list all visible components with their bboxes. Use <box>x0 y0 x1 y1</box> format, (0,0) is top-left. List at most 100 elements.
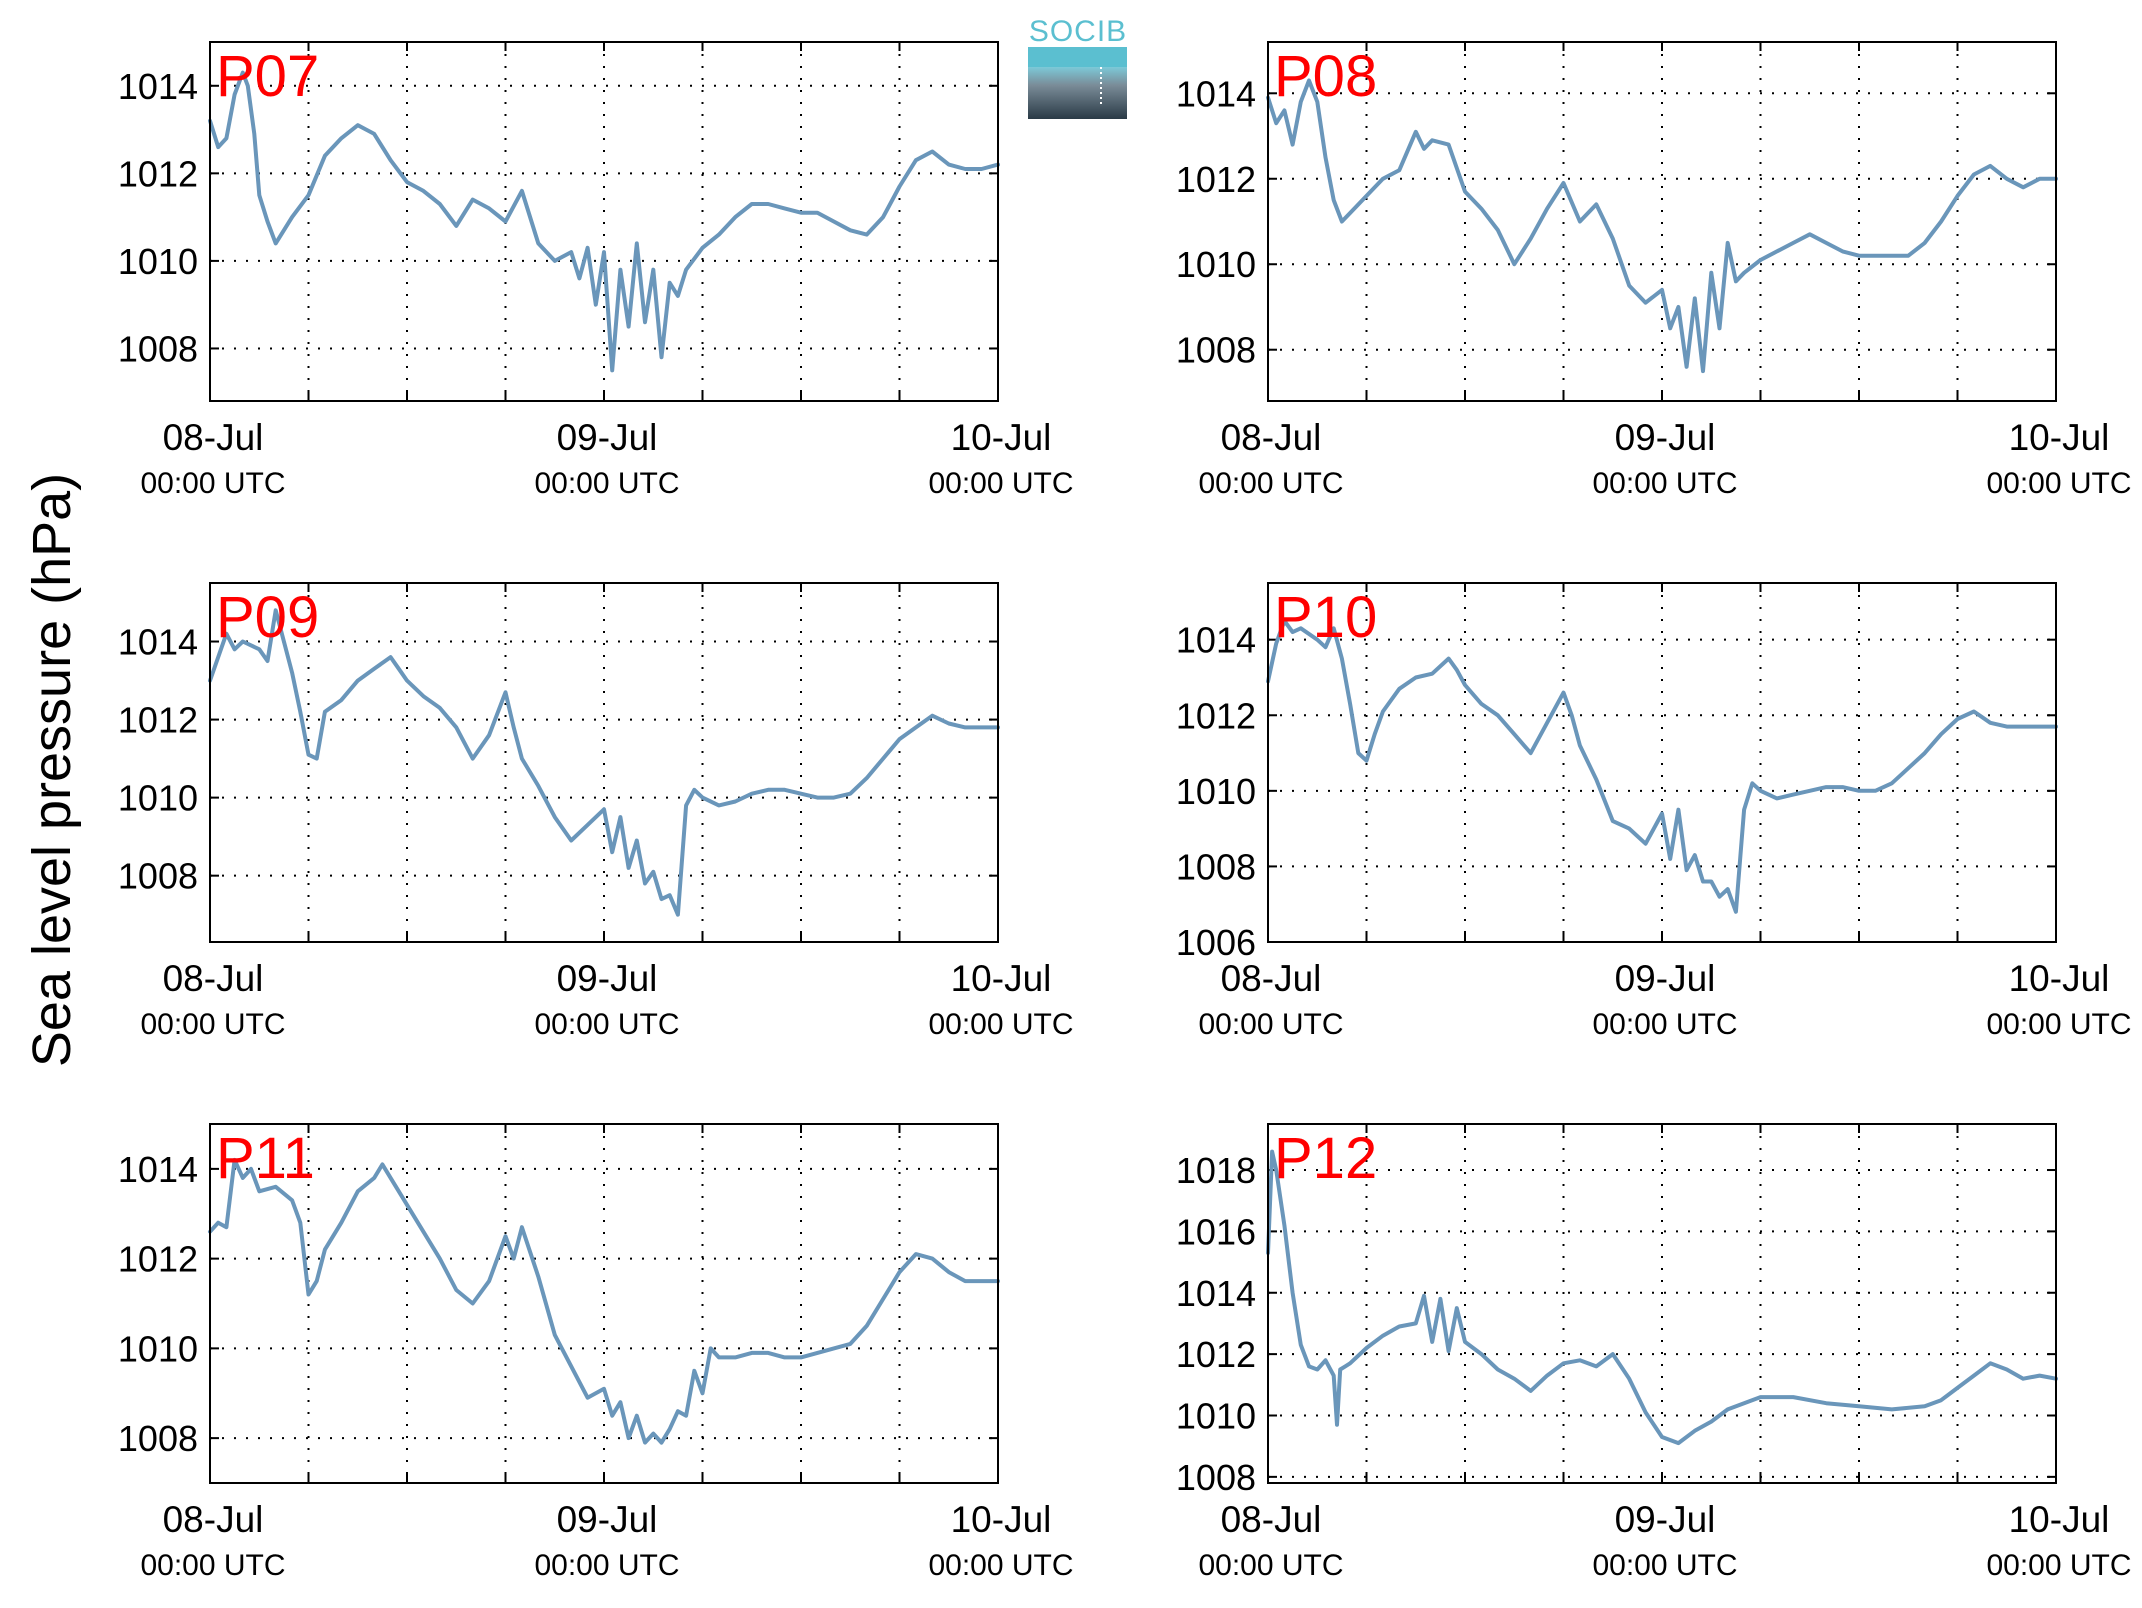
x-tick-time-label: 00:00 UTC <box>928 467 1073 500</box>
y-tick-label: 1014 <box>118 622 198 663</box>
plot-area <box>210 583 998 942</box>
x-tick-time-label: 00:00 UTC <box>140 1549 285 1582</box>
x-tick-time-label: 00:00 UTC <box>928 1549 1073 1582</box>
logo-bar-bottom <box>1028 67 1127 119</box>
x-tick-date-label: 10-Jul <box>951 958 1052 999</box>
x-tick-date-label: 10-Jul <box>951 1499 1052 1540</box>
y-tick-label: 1014 <box>1176 1273 1256 1314</box>
panel-title: P07 <box>216 44 319 109</box>
x-tick-time-label: 00:00 UTC <box>1198 467 1343 500</box>
x-tick-date-label: 10-Jul <box>2009 958 2110 999</box>
axes-frame <box>209 582 999 943</box>
chart-panel-p11: 1008 1010 1012 1014 08-Jul 00:00 UTC 09-Jul 00:… <box>118 1123 1074 1582</box>
series-line <box>208 70 1000 373</box>
y-tick-label: 1012 <box>118 153 198 194</box>
plot-area <box>210 42 998 401</box>
y-tick-label: 1008 <box>1176 1457 1256 1498</box>
axes-frame <box>1267 1123 2057 1484</box>
plot-area <box>210 1124 998 1483</box>
y-tick-label: 1010 <box>118 778 198 819</box>
y-tick-label: 1012 <box>118 1239 198 1280</box>
plot-area <box>1268 583 2056 942</box>
x-tick-date-label: 10-Jul <box>951 417 1052 458</box>
x-tick-date-label: 08-Jul <box>163 417 264 458</box>
chart-panel-p07: 1008 1010 1012 1014 08-Jul 00:00 UTC 09-Jul 00:… <box>118 41 1074 500</box>
x-tick-date-label: 09-Jul <box>557 1499 658 1540</box>
x-tick-time-label: 00:00 UTC <box>534 1549 679 1582</box>
series-line <box>208 1157 1000 1445</box>
x-tick-date-label: 08-Jul <box>163 1499 264 1540</box>
y-tick-label: 1010 <box>1176 1395 1256 1436</box>
plot-area <box>1268 42 2056 401</box>
y-tick-label: 1014 <box>1176 73 1256 114</box>
x-tick-date-label: 10-Jul <box>2009 417 2110 458</box>
x-tick-time-label: 00:00 UTC <box>1198 1008 1343 1041</box>
panel-title: P12 <box>1274 1126 1377 1191</box>
chart-panel-p08: 1008 1010 1012 1014 08-Jul 00:00 UTC 09-Jul 00:… <box>1176 41 2132 500</box>
logo-text: SOCIB <box>1029 15 1127 48</box>
x-tick-date-label: 08-Jul <box>1221 417 1322 458</box>
y-tick-label: 1008 <box>1176 330 1256 371</box>
x-tick-time-label: 00:00 UTC <box>1986 467 2131 500</box>
axes-frame <box>1267 582 2057 943</box>
panel-title: P10 <box>1274 585 1377 650</box>
y-tick-label: 1006 <box>1176 922 1256 963</box>
axes-frame <box>1267 41 2057 402</box>
x-tick-time-label: 00:00 UTC <box>928 1008 1073 1041</box>
socib-logo: SOCIB <box>1028 15 1127 119</box>
series-line <box>1266 1149 2058 1446</box>
x-tick-time-label: 00:00 UTC <box>1198 1549 1343 1582</box>
series-line <box>1266 618 2058 914</box>
x-tick-date-label: 09-Jul <box>1615 1499 1716 1540</box>
y-tick-label: 1008 <box>118 328 198 369</box>
y-tick-label: 1008 <box>118 856 198 897</box>
y-tick-label: 1014 <box>118 66 198 107</box>
y-tick-label: 1012 <box>1176 695 1256 736</box>
y-tick-label: 1014 <box>1176 620 1256 661</box>
chart-panel-p10: 1006 1008 1010 1012 1014 08-Jul 00:00 UTC 09-Ju… <box>1176 582 2132 1041</box>
y-tick-label: 1010 <box>118 241 198 282</box>
y-tick-label: 1014 <box>118 1149 198 1190</box>
panel-title: P09 <box>216 585 319 650</box>
x-tick-time-label: 00:00 UTC <box>1592 467 1737 500</box>
y-tick-label: 1010 <box>1176 771 1256 812</box>
x-tick-time-label: 00:00 UTC <box>534 1008 679 1041</box>
x-tick-time-label: 00:00 UTC <box>1986 1008 2131 1041</box>
series-line <box>1266 78 2058 374</box>
x-tick-time-label: 00:00 UTC <box>1592 1549 1737 1582</box>
y-tick-label: 1010 <box>1176 244 1256 285</box>
series-line <box>208 608 1000 917</box>
y-tick-label: 1008 <box>118 1418 198 1459</box>
y-tick-label: 1016 <box>1176 1211 1256 1252</box>
plot-area <box>1268 1124 2056 1483</box>
x-tick-date-label: 10-Jul <box>2009 1499 2110 1540</box>
x-tick-time-label: 00:00 UTC <box>140 1008 285 1041</box>
x-tick-date-label: 09-Jul <box>1615 417 1716 458</box>
chart-panel-p12: 1008 1010 1012 1014 1016 1018 08-Jul 00:00 UTC 0… <box>1176 1123 2132 1582</box>
x-tick-date-label: 08-Jul <box>1221 1499 1322 1540</box>
x-tick-date-label: 09-Jul <box>557 958 658 999</box>
axes-frame <box>209 1123 999 1484</box>
y-tick-label: 1012 <box>118 700 198 741</box>
y-tick-label: 1012 <box>1176 159 1256 200</box>
logo-bar-top <box>1028 47 1127 67</box>
x-tick-time-label: 00:00 UTC <box>1592 1008 1737 1041</box>
axes-frame <box>209 41 999 402</box>
y-axis-label: Sea level pressure (hPa) <box>22 473 82 1067</box>
x-tick-date-label: 09-Jul <box>557 417 658 458</box>
x-tick-date-label: 08-Jul <box>1221 958 1322 999</box>
panel-title: P08 <box>1274 44 1377 109</box>
y-tick-label: 1012 <box>1176 1334 1256 1375</box>
x-tick-date-label: 09-Jul <box>1615 958 1716 999</box>
x-tick-time-label: 00:00 UTC <box>140 467 285 500</box>
panels: 1008 1010 1012 1014 08-Jul 00:00 UTC 09-Jul 00:… <box>118 41 2132 1582</box>
x-tick-time-label: 00:00 UTC <box>1986 1549 2131 1582</box>
chart-panel-p09: 1008 1010 1012 1014 08-Jul 00:00 UTC 09-Jul 00:… <box>118 582 1074 1041</box>
x-tick-time-label: 00:00 UTC <box>534 467 679 500</box>
panel-title: P11 <box>216 1126 315 1191</box>
y-tick-label: 1018 <box>1176 1150 1256 1191</box>
y-tick-label: 1008 <box>1176 846 1256 887</box>
x-tick-date-label: 08-Jul <box>163 958 264 999</box>
y-tick-label: 1010 <box>118 1328 198 1369</box>
